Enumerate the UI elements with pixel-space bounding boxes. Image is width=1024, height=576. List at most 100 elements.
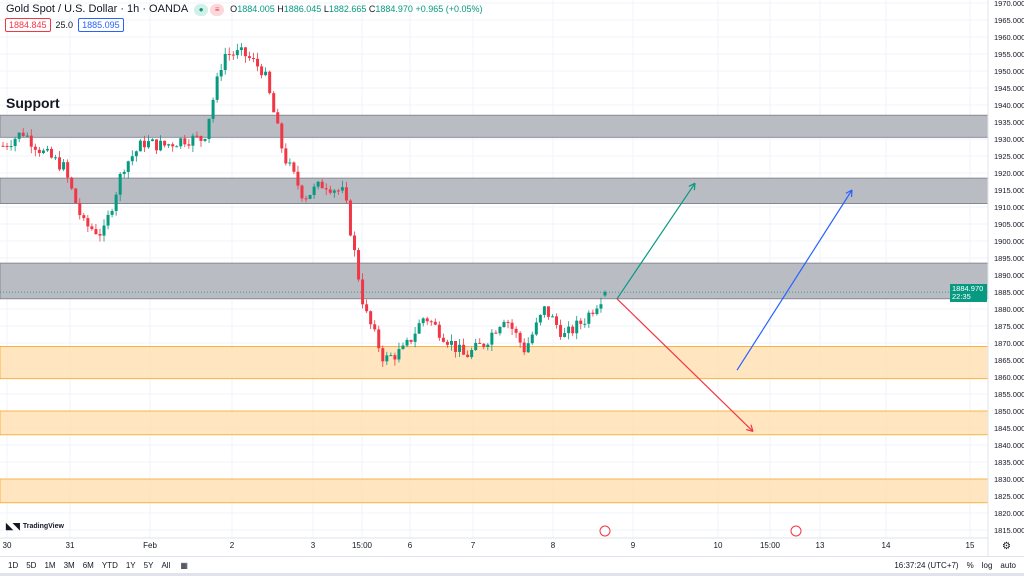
timeframe-1m[interactable]: 1M xyxy=(44,561,56,570)
symbol-title[interactable]: Gold Spot / U.S. Dollar · 1h · OANDA xyxy=(6,3,189,15)
price-label: 1900.000 xyxy=(994,237,1024,246)
candle xyxy=(90,226,94,230)
candle xyxy=(425,318,429,322)
close-value: 1884.970 xyxy=(375,4,413,14)
candle xyxy=(599,304,603,309)
trend-arrow xyxy=(616,182,696,300)
candle xyxy=(324,188,328,190)
candle xyxy=(251,58,255,60)
candle-countdown: 22:35 xyxy=(952,292,971,301)
timeframe-3m[interactable]: 3M xyxy=(63,561,75,570)
candle xyxy=(373,324,377,330)
price-label: 1945.000 xyxy=(994,84,1024,93)
time-label: 6 xyxy=(407,541,413,550)
resistance-zone xyxy=(0,114,989,138)
candle xyxy=(603,292,607,296)
menu-icon[interactable]: ≡ xyxy=(210,3,225,16)
time-label: 15 xyxy=(965,541,975,550)
high-value: 1886.045 xyxy=(283,4,322,14)
candle xyxy=(292,162,296,172)
timeframe-all[interactable]: All xyxy=(161,561,171,570)
candle xyxy=(163,140,167,146)
candle xyxy=(66,162,70,178)
candle xyxy=(33,146,37,150)
candle xyxy=(49,148,53,158)
price-label: 1905.000 xyxy=(994,220,1024,229)
support-annotation[interactable]: Support xyxy=(6,95,60,111)
timeframe-6m[interactable]: 6M xyxy=(82,561,94,570)
candle xyxy=(405,339,409,346)
settings-icon[interactable]: ⚙ xyxy=(1002,541,1011,552)
candle xyxy=(74,188,78,203)
candle xyxy=(159,140,163,151)
candle xyxy=(304,198,308,200)
percent-toggle[interactable]: % xyxy=(966,561,974,570)
timeframe-ytd[interactable]: YTD xyxy=(101,561,118,570)
time-label: 9 xyxy=(630,541,636,550)
price-label: 1965.000 xyxy=(994,16,1024,25)
trend-arrow xyxy=(736,189,853,371)
price-label: 1845.000 xyxy=(994,424,1024,433)
candle xyxy=(332,190,336,193)
candle xyxy=(195,135,199,137)
clock[interactable]: 16:37:24 (UTC+7) xyxy=(894,561,959,570)
auto-toggle[interactable]: auto xyxy=(1000,561,1016,570)
candle xyxy=(5,145,9,147)
candle xyxy=(563,333,567,337)
timeframe-5d[interactable]: 5D xyxy=(26,561,37,570)
time-label: 2 xyxy=(229,541,235,550)
candle xyxy=(191,135,195,146)
time-label: 13 xyxy=(815,541,825,550)
candle xyxy=(146,141,150,148)
candle xyxy=(37,149,41,153)
timeframe-1d[interactable]: 1D xyxy=(8,561,19,570)
candle xyxy=(458,344,462,352)
candle xyxy=(268,71,272,94)
candle xyxy=(272,93,276,113)
candle xyxy=(530,334,534,344)
candle xyxy=(288,162,292,164)
price-label: 1860.000 xyxy=(994,373,1024,382)
candle xyxy=(142,140,146,148)
candle xyxy=(514,328,518,333)
change-value: +0.965 (+0.05%) xyxy=(415,4,483,14)
candle xyxy=(211,99,215,119)
candle xyxy=(94,229,98,235)
candle xyxy=(280,123,284,149)
candle xyxy=(340,187,344,191)
timeframe-5y[interactable]: 5Y xyxy=(143,561,154,570)
spread-value: 25.0 xyxy=(55,20,74,30)
timeframe-1y[interactable]: 1Y xyxy=(125,561,136,570)
candle xyxy=(41,150,45,153)
price-label: 1815.000 xyxy=(994,526,1024,535)
time-label: 7 xyxy=(470,541,476,550)
candle xyxy=(82,215,86,219)
candle xyxy=(437,324,441,338)
price-chart[interactable]: 1970.000 1965.000 1960.000 1955.000 1950.000… xyxy=(0,0,1024,556)
price-label: 1885.000 xyxy=(994,288,1024,297)
candle xyxy=(114,194,118,212)
candle xyxy=(312,186,316,195)
support-zone xyxy=(0,410,989,436)
calendar-icon[interactable]: ▦ xyxy=(180,561,188,570)
candle xyxy=(106,214,110,226)
candle xyxy=(86,218,90,227)
price-label: 1890.000 xyxy=(994,271,1024,280)
candle xyxy=(183,138,187,145)
candle xyxy=(260,66,264,76)
buy-button[interactable]: 1885.095 xyxy=(78,18,124,32)
candle xyxy=(470,349,474,358)
legend: Gold Spot / U.S. Dollar · 1h · OANDA ● ≡ … xyxy=(6,3,483,16)
log-toggle[interactable]: log xyxy=(981,561,993,570)
candle xyxy=(9,146,13,148)
tradingview-logo[interactable]: ◣◥ TradingView xyxy=(6,521,64,531)
candle xyxy=(591,312,595,314)
candle xyxy=(54,157,58,159)
candle xyxy=(369,311,373,325)
time-label: 3 xyxy=(310,541,316,550)
candle xyxy=(417,323,421,334)
price-label: 1870.000 xyxy=(994,339,1024,348)
price-label: 1955.000 xyxy=(994,50,1024,59)
sell-button[interactable]: 1884.845 xyxy=(5,18,51,32)
candle xyxy=(583,323,587,325)
